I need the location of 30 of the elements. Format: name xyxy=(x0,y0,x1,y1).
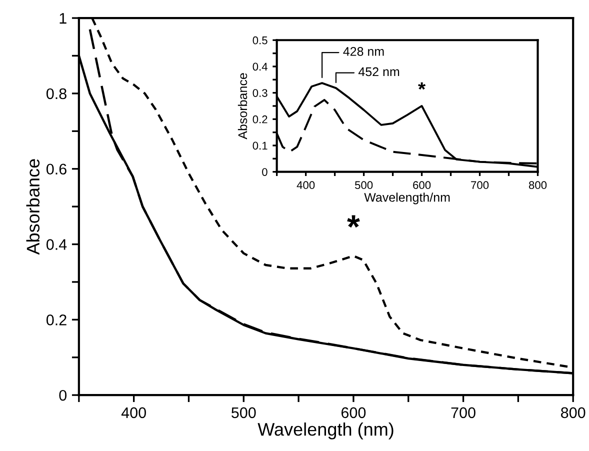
x-tick-label: 400 xyxy=(121,407,146,418)
x-tick-label: 800 xyxy=(528,181,547,190)
y-tick-label: 1 xyxy=(60,13,66,24)
y-tick-label: 0.4 xyxy=(46,239,67,250)
x-tick-label: 700 xyxy=(451,407,476,418)
annotation: * xyxy=(347,215,360,228)
x-tick-label: 500 xyxy=(354,181,373,190)
y-axis-title: Absorbance xyxy=(238,73,248,140)
x-tick-label: 800 xyxy=(561,407,586,418)
annotation: 452 nm xyxy=(358,67,400,76)
x-tick-label: 400 xyxy=(296,181,315,190)
y-tick-label: 0.4 xyxy=(252,62,268,71)
y-tick-label: 0.8 xyxy=(46,88,66,100)
x-tick-label: 700 xyxy=(471,181,489,190)
x-tick-label: 600 xyxy=(413,181,431,190)
y-tick-label: 0.2 xyxy=(46,314,66,326)
x-axis-title: Wavelength (nm) xyxy=(258,422,394,440)
y-tick-label: 0 xyxy=(262,168,268,176)
y-tick-label: 0.1 xyxy=(252,142,268,150)
y-tick-label: 0.6 xyxy=(46,164,66,175)
y-axis-title: Absorbance xyxy=(26,159,40,255)
annotation: * xyxy=(418,82,426,90)
y-tick-label: 0.2 xyxy=(252,115,268,124)
annotation: 428 nm xyxy=(343,47,384,56)
y-tick-label: 0.5 xyxy=(252,36,268,44)
y-tick-label: 0 xyxy=(59,390,67,401)
x-tick-label: 500 xyxy=(232,407,256,418)
x-tick-label: 600 xyxy=(341,407,366,418)
y-tick-label: 0.3 xyxy=(252,89,268,97)
x-axis-title: Wavelength/nm xyxy=(364,192,450,204)
